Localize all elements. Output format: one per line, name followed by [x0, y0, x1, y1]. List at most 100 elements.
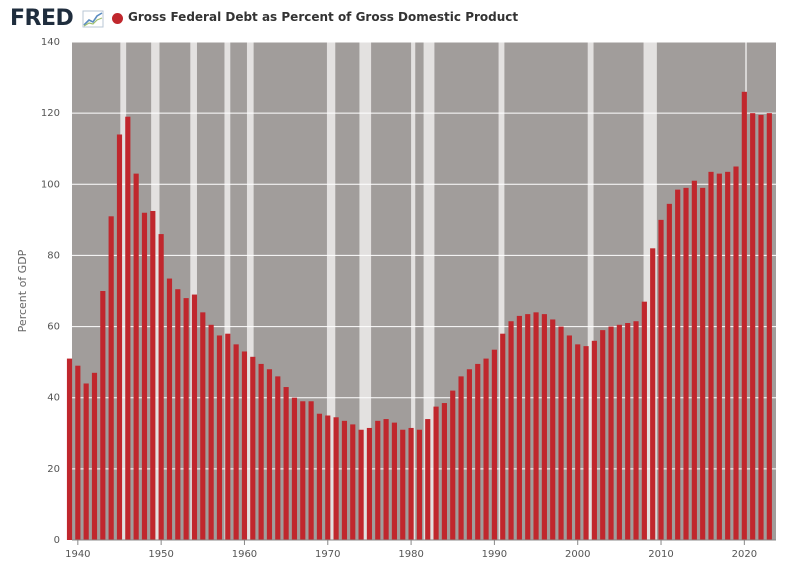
bar-1981 — [416, 429, 423, 540]
bar-2014 — [691, 180, 697, 540]
bar-1989 — [483, 358, 489, 540]
fred-logo[interactable]: FRED — [10, 6, 74, 31]
bar-1959 — [233, 344, 239, 540]
bar-2010 — [658, 219, 664, 540]
bar-1963 — [266, 369, 273, 540]
bar-2021 — [750, 113, 756, 541]
recession-band — [224, 42, 231, 540]
bar-1985 — [450, 390, 456, 540]
bar-1973 — [350, 424, 356, 540]
bar-2015 — [700, 187, 706, 541]
bar-2012 — [675, 189, 681, 540]
x-tick-label: 2020 — [732, 549, 757, 560]
recession-band — [411, 42, 416, 540]
chart-title: Gross Federal Debt as Percent of Gross D… — [128, 10, 519, 24]
x-tick-label: 1970 — [315, 549, 340, 560]
bar-2005 — [616, 324, 622, 540]
recession-band — [587, 42, 594, 540]
bar-1940 — [75, 365, 81, 540]
bars — [66, 91, 772, 541]
bar-1962 — [258, 363, 264, 540]
fred-chart-icon — [82, 10, 104, 28]
bar-2003 — [600, 330, 606, 540]
bar-1995 — [533, 312, 539, 540]
bar-1960 — [241, 351, 248, 540]
bar-2002 — [591, 340, 597, 540]
y-tick-label: 80 — [47, 250, 60, 261]
bar-1945 — [116, 134, 123, 540]
bar-1946 — [125, 116, 131, 540]
bar-1961 — [250, 356, 256, 540]
bar-2013 — [683, 187, 689, 541]
bar-1986 — [458, 376, 464, 540]
bar-2023 — [766, 113, 772, 541]
bar-1944 — [108, 216, 114, 541]
bar-2022 — [758, 114, 764, 541]
y-tick-label: 0 — [54, 535, 60, 546]
bar-1965 — [283, 387, 289, 540]
x-tick-label: 2010 — [648, 549, 673, 560]
bar-1958 — [225, 333, 231, 540]
bar-1948 — [141, 212, 148, 540]
y-axis-title: Percent of GDP — [16, 249, 29, 332]
bar-1994 — [525, 314, 531, 540]
bar-1954 — [191, 294, 198, 540]
x-tick-label: 1940 — [65, 549, 90, 560]
x-tick-label: 1990 — [482, 549, 507, 560]
y-tick-label: 20 — [47, 464, 60, 475]
y-tick-label: 60 — [47, 322, 60, 333]
bar-1970 — [325, 415, 331, 540]
recession-band — [120, 42, 127, 540]
bar-1951 — [166, 278, 173, 540]
recession-band — [190, 42, 197, 540]
bar-2007 — [633, 321, 639, 540]
bar-1971 — [333, 417, 339, 540]
bar-2008 — [641, 301, 647, 540]
bar-1997 — [550, 319, 556, 540]
x-tick-label: 1980 — [398, 549, 423, 560]
y-tick-label: 40 — [47, 393, 60, 404]
bar-2011 — [666, 203, 672, 540]
bar-2009 — [650, 248, 656, 541]
recession-band — [359, 42, 372, 540]
bar-1980 — [408, 427, 414, 540]
bar-2018 — [725, 171, 731, 541]
bar-1988 — [475, 363, 481, 540]
chart-header: FRED Gross Federal Debt as Percent of Gr… — [0, 0, 800, 38]
x-tick-label: 2000 — [565, 549, 590, 560]
bar-2020 — [741, 91, 747, 541]
legend-marker — [112, 13, 123, 24]
bar-1996 — [541, 314, 547, 540]
bar-1966 — [291, 397, 298, 540]
bar-2004 — [608, 326, 614, 540]
bar-1984 — [441, 403, 447, 540]
x-tick-label: 1950 — [148, 549, 173, 560]
bar-1978 — [391, 422, 398, 540]
bar-1972 — [341, 420, 348, 540]
bar-1991 — [500, 333, 506, 540]
bar-1952 — [175, 289, 181, 540]
bar-1979 — [400, 429, 406, 540]
y-tick-label: 140 — [41, 37, 60, 48]
bar-1993 — [516, 315, 522, 540]
x-tick-label: 1960 — [232, 549, 257, 560]
bar-1998 — [558, 326, 564, 540]
bar-1990 — [491, 349, 497, 540]
bar-1987 — [466, 369, 472, 540]
bar-1941 — [83, 383, 89, 540]
recession-band — [423, 42, 435, 540]
bar-2019 — [733, 166, 739, 540]
bar-1950 — [158, 234, 164, 541]
bar-2000 — [575, 344, 581, 540]
bar-1974 — [358, 429, 364, 540]
bar-2017 — [716, 173, 722, 540]
y-tick-label: 120 — [41, 108, 60, 119]
bar-1976 — [375, 420, 381, 540]
bar-1967 — [300, 401, 306, 540]
bar-2001 — [583, 346, 589, 540]
bar-1983 — [433, 406, 439, 540]
recession-band — [246, 42, 254, 540]
bar-1956 — [208, 324, 214, 540]
bar-2016 — [708, 171, 714, 541]
